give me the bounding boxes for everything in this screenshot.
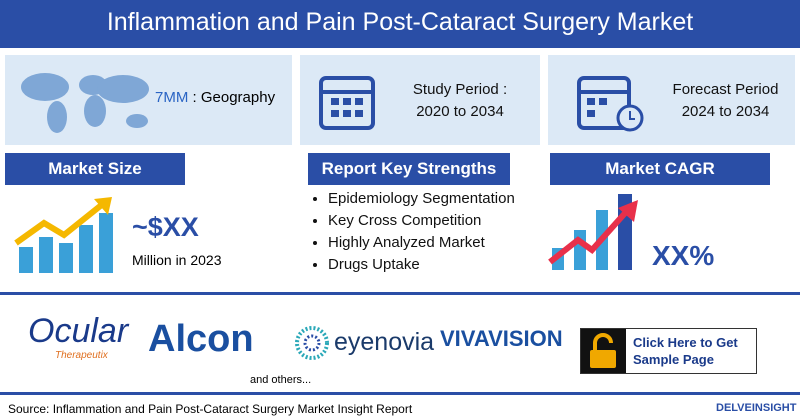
lock-box — [581, 329, 626, 373]
sample-text[interactable]: Click Here to Get Sample Page — [633, 335, 738, 367]
forecast-card: Forecast Period 2024 to 2034 — [548, 55, 795, 145]
market-size-note: Million in 2023 — [132, 252, 222, 268]
alcon-logo: Alcon — [148, 318, 254, 360]
study-card: Study Period : 2020 to 2034 — [300, 55, 540, 145]
study-label: Study Period : — [412, 81, 508, 98]
market-size-heading: Market Size — [5, 153, 185, 185]
geo-highlight: 7MM — [155, 89, 189, 106]
sample-button[interactable]: Click Here to Get Sample Page — [580, 328, 757, 374]
eyenovia-logo: eyenovia — [334, 328, 435, 356]
eyenovia-mark — [295, 326, 329, 360]
forecast-range: 2024 to 2034 — [681, 103, 770, 120]
growth-icon — [14, 197, 113, 273]
strength-item: Highly Analyzed Market — [328, 232, 515, 254]
source: Source: Inflammation and Pain Post-Catar… — [8, 402, 413, 416]
market-size-value: ~$XX — [132, 212, 199, 242]
geo-text: : Geography — [192, 89, 276, 106]
cagr-value: XX% — [652, 240, 715, 271]
strength-item: Key Cross Competition — [328, 210, 515, 232]
therapeutix-logo: Therapeutix — [55, 350, 108, 361]
strengths-heading: Report Key Strengths — [308, 153, 510, 185]
others: and others... — [250, 374, 312, 386]
calendar-icon — [319, 76, 375, 130]
forecast-label: Forecast Period — [672, 81, 779, 98]
world-map — [21, 73, 149, 133]
ocular-logo: Ocular — [28, 312, 129, 350]
strength-item: Drugs Uptake — [328, 254, 515, 276]
cagr-heading: Market CAGR — [550, 153, 770, 185]
brand: DELVEINSIGHT — [716, 402, 797, 414]
geography: 7MM : Geography — [155, 89, 275, 106]
title: Inflammation and Pain Post-Cataract Surg… — [106, 8, 694, 36]
cagr-icon — [548, 194, 638, 270]
study-range: 2020 to 2034 — [416, 103, 504, 120]
title-bar — [0, 0, 800, 48]
strength-item: Epidemiology Segmentation — [328, 188, 515, 210]
logos-band — [0, 292, 800, 395]
geo-card: 7MM : Geography — [5, 55, 292, 145]
vivavision-logo: VIVAVISION — [440, 326, 563, 351]
forecast-icon — [577, 76, 644, 132]
strengths-list: Epidemiology SegmentationKey Cross Compe… — [310, 188, 515, 276]
lock-icon — [590, 333, 616, 368]
